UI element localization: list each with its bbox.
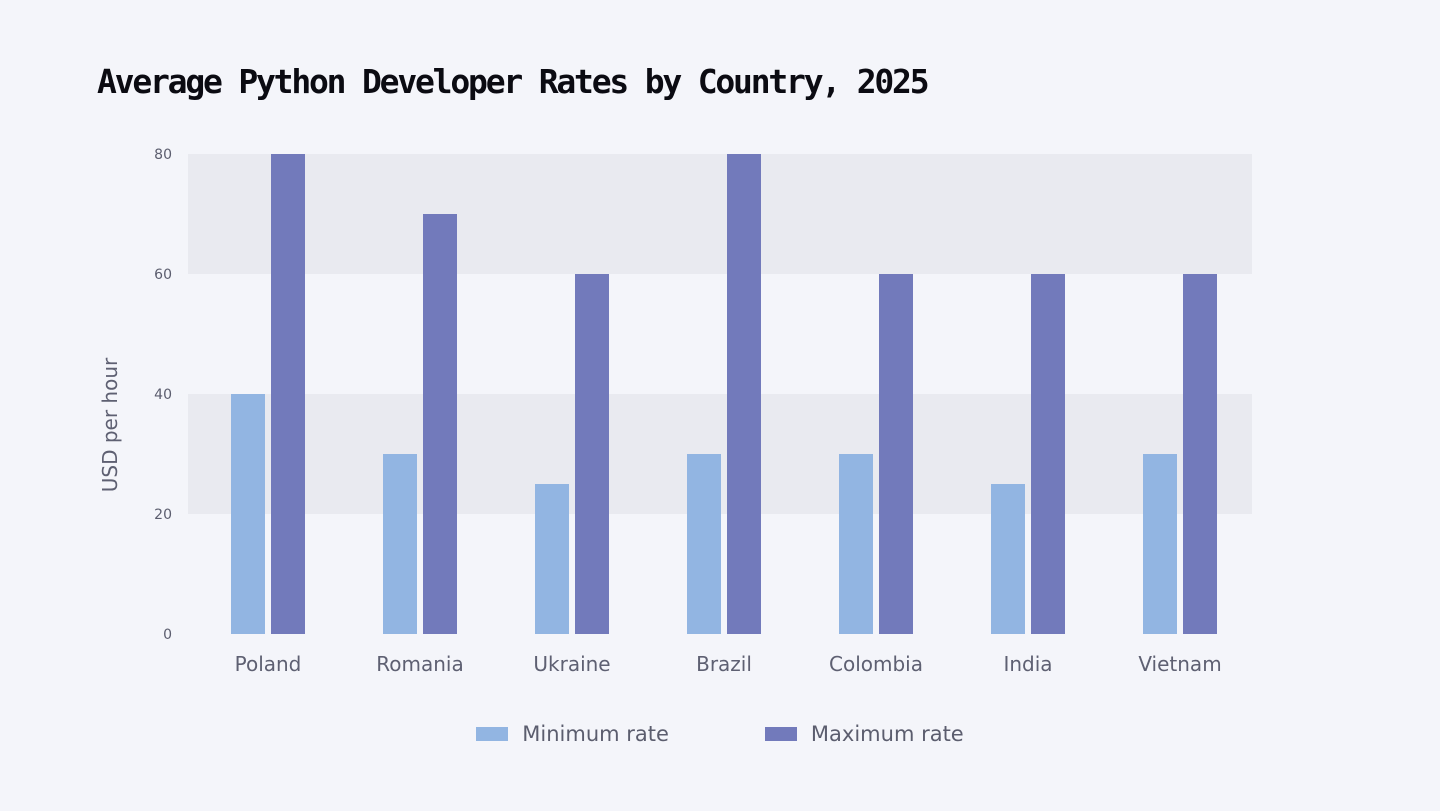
bar-romania-minimum [383, 454, 417, 634]
bar-colombia-minimum [839, 454, 873, 634]
grid-band [188, 154, 1252, 274]
chart-title: Average Python Developer Rates by Countr… [97, 62, 930, 101]
y-tick-label: 40 [154, 387, 172, 403]
bar-brazil-maximum [727, 154, 761, 634]
bar-poland-minimum [231, 394, 265, 634]
legend-item-maximum: Maximum rate [764, 722, 964, 746]
legend: Minimum rate Maximum rate [0, 722, 1440, 746]
y-tick-label: 0 [163, 627, 172, 643]
x-axis-labels: Poland Romania Ukraine Brazil Colombia India V… [235, 652, 1222, 676]
legend-swatch-minimum [476, 727, 509, 741]
y-axis-ticks: 0 20 40 60 80 [154, 147, 172, 643]
x-tick-label: Vietnam [1138, 652, 1221, 676]
x-tick-label: Romania [376, 652, 463, 676]
bar-poland-maximum [271, 154, 305, 634]
bar-colombia-maximum [879, 274, 913, 634]
legend-label-minimum: Minimum rate [522, 722, 669, 746]
bar-romania-maximum [423, 214, 457, 634]
bars [231, 154, 1217, 634]
y-axis-label: USD per hour [98, 357, 122, 492]
bar-india-maximum [1031, 274, 1065, 634]
y-tick-label: 60 [154, 267, 172, 283]
x-tick-label: Colombia [829, 652, 923, 676]
bar-india-minimum [991, 484, 1025, 634]
x-tick-label: India [1003, 652, 1052, 676]
legend-item-minimum: Minimum rate [476, 722, 669, 746]
x-tick-label: Ukraine [533, 652, 610, 676]
legend-label-maximum: Maximum rate [810, 722, 964, 746]
bar-ukraine-maximum [575, 274, 609, 634]
x-tick-label: Brazil [696, 652, 752, 676]
legend-swatch-maximum [764, 727, 797, 741]
bar-brazil-minimum [687, 454, 721, 634]
bar-ukraine-minimum [535, 484, 569, 634]
bar-vietnam-maximum [1183, 274, 1217, 634]
x-tick-label: Poland [235, 652, 302, 676]
y-tick-label: 20 [154, 507, 172, 523]
bar-vietnam-minimum [1143, 454, 1177, 634]
y-tick-label: 80 [154, 147, 172, 163]
